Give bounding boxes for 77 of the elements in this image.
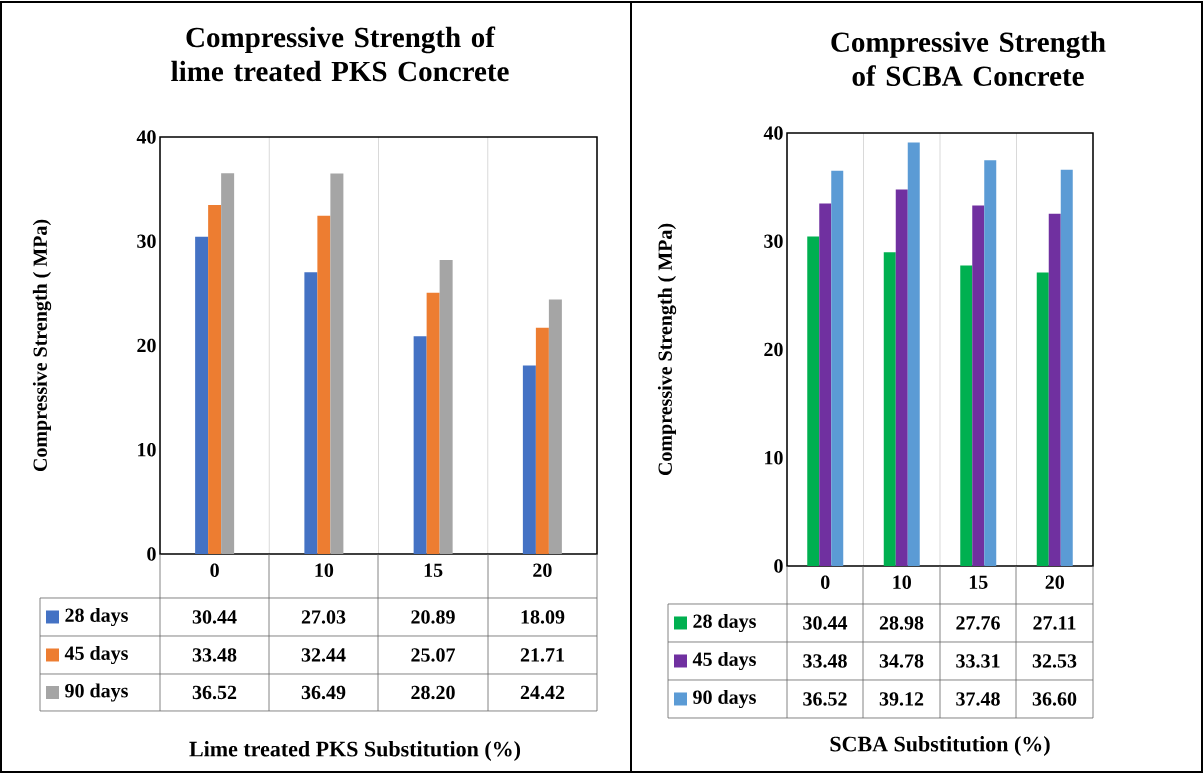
- legend-label: 45 days: [692, 651, 756, 671]
- data-label: 27.76: [956, 616, 1000, 630]
- bar: [883, 252, 896, 566]
- bar: [522, 365, 536, 554]
- bar: [972, 205, 985, 566]
- bar: [439, 260, 453, 554]
- data-label: 30.44: [192, 610, 237, 624]
- data-label: 33.31: [956, 654, 1000, 668]
- bar: [960, 265, 973, 566]
- bar: [819, 203, 832, 566]
- data-label: 28.20: [411, 685, 455, 700]
- y-tick-label: 40: [136, 130, 156, 144]
- bar: [304, 272, 318, 554]
- data-label: 37.48: [956, 692, 1000, 706]
- chart-title: Compressive Strength of lime treated PKS Concrete: [171, 26, 509, 82]
- y-axis-title: Compressive Strength ( MPa): [32, 219, 52, 472]
- chart-title: Compressive Strength of SCBA Concrete: [831, 31, 1106, 86]
- data-label: 34.78: [879, 654, 924, 668]
- data-label: 28.98: [879, 616, 924, 630]
- bar: [330, 173, 344, 554]
- data-label: 36.52: [192, 685, 237, 700]
- data-label: 36.52: [803, 692, 847, 706]
- y-tick-label: 40: [763, 126, 783, 140]
- legend-label: 90 days: [65, 683, 128, 702]
- x-tick-label: 15: [424, 563, 443, 577]
- y-tick-label: 0: [147, 547, 156, 561]
- bar: [221, 173, 235, 554]
- bar: [317, 215, 331, 554]
- x-axis-title: Lime treated PKS Substitution (%): [189, 741, 521, 761]
- legend-label: 90 days: [693, 689, 756, 709]
- bar: [807, 236, 820, 566]
- bar: [195, 236, 209, 554]
- y-axis-title: Compressive Strength ( MPa): [657, 223, 677, 476]
- data-label: 32.53: [1032, 654, 1077, 668]
- bar: [831, 170, 844, 566]
- x-tick-label: 20: [1045, 575, 1064, 590]
- data-label: 27.11: [1033, 616, 1076, 630]
- data-label: 33.48: [192, 648, 237, 662]
- bar: [907, 142, 920, 566]
- data-label: 39.12: [879, 692, 924, 706]
- x-tick-label: 0: [821, 575, 830, 590]
- legend-label: 45 days: [64, 645, 128, 665]
- bar: [1060, 169, 1073, 566]
- y-tick-label: 30: [764, 234, 783, 248]
- x-tick-label: 15: [969, 575, 988, 589]
- bar: [208, 204, 222, 554]
- legend-label: 28 days: [65, 607, 128, 627]
- x-tick-label: 20: [533, 563, 552, 578]
- x-tick-label: 10: [893, 575, 911, 590]
- x-tick-label: 10: [315, 563, 334, 578]
- data-label: 21.71: [520, 648, 564, 662]
- y-tick-label: 20: [764, 342, 783, 357]
- bar: [1048, 213, 1061, 566]
- data-label: 18.09: [521, 610, 565, 624]
- data-label: 32.44: [301, 648, 346, 662]
- x-axis-title: SCBA Substitution (%): [830, 736, 1050, 756]
- y-tick-label: 30: [137, 234, 156, 248]
- data-label: 27.03: [301, 610, 346, 624]
- legend-label: 28 days: [693, 613, 756, 633]
- bar: [426, 292, 440, 554]
- data-label: 36.49: [301, 685, 346, 700]
- data-label: 24.42: [520, 685, 565, 700]
- y-tick-label: 20: [137, 338, 156, 353]
- bar: [548, 299, 562, 554]
- bar: [1036, 272, 1049, 566]
- data-label: 20.89: [411, 610, 455, 624]
- data-label: 30.44: [803, 616, 848, 630]
- bar: [535, 327, 549, 554]
- bar: [984, 160, 997, 566]
- bar: [413, 336, 427, 554]
- data-label: 25.07: [411, 648, 456, 662]
- y-tick-label: 10: [765, 450, 783, 465]
- data-label: 33.48: [803, 654, 847, 668]
- bar: [895, 189, 908, 566]
- data-label: 36.60: [1032, 692, 1077, 706]
- y-tick-label: 10: [138, 442, 156, 457]
- x-tick-label: 0: [210, 563, 219, 578]
